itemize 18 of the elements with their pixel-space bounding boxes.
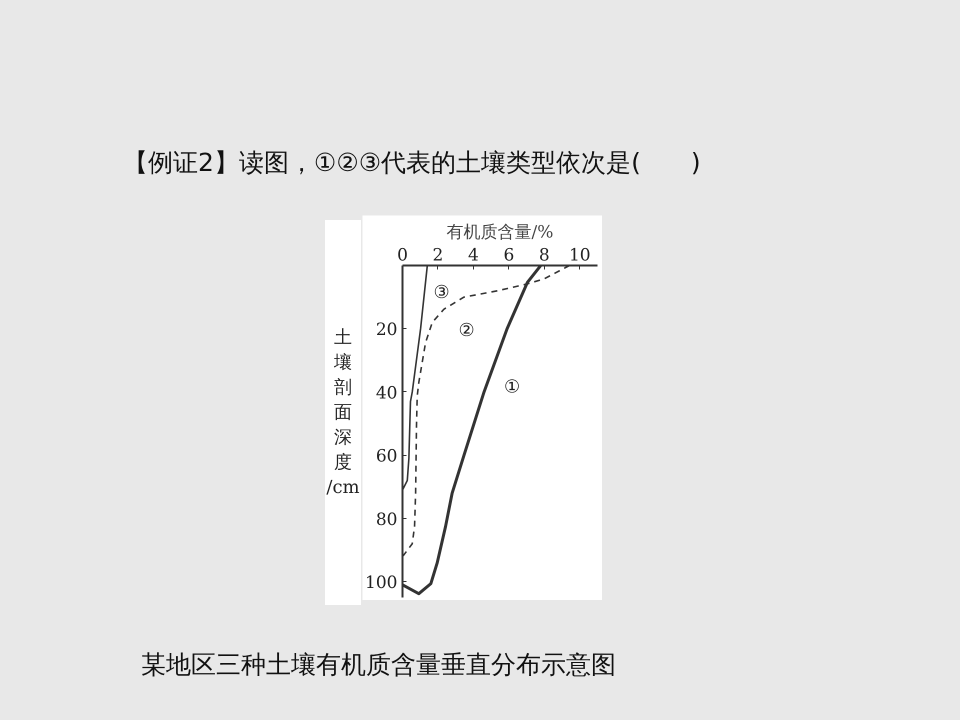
x-tick-label: 0: [397, 246, 408, 266]
x-tick-label: 10: [568, 246, 591, 266]
y-tick-label: 80: [376, 510, 398, 530]
x-tick-label: 8: [538, 246, 550, 266]
x-tick-label: 6: [503, 246, 514, 266]
y-tick-label: 40: [376, 383, 398, 404]
series-label: ①: [504, 376, 520, 398]
chart-title: 【例证2】读图，①②③代表的土壤类型依次是( ): [122, 147, 701, 179]
y-tick-label: 20: [376, 320, 398, 340]
y-tick-label: 60: [376, 446, 398, 467]
y-axis-title: 土壤剖面深度/cm: [325, 220, 361, 605]
series-label: ③: [433, 282, 450, 303]
series-label: ②: [458, 320, 474, 341]
x-tick-label: 4: [468, 246, 479, 266]
text: 某地区三种土壤有机质含量垂直分布示意图: [140, 649, 616, 681]
y-tick-label: 100: [365, 573, 398, 594]
x-tick-label: 2: [432, 246, 444, 266]
x-axis-title: 有机质含量/%: [446, 222, 554, 242]
